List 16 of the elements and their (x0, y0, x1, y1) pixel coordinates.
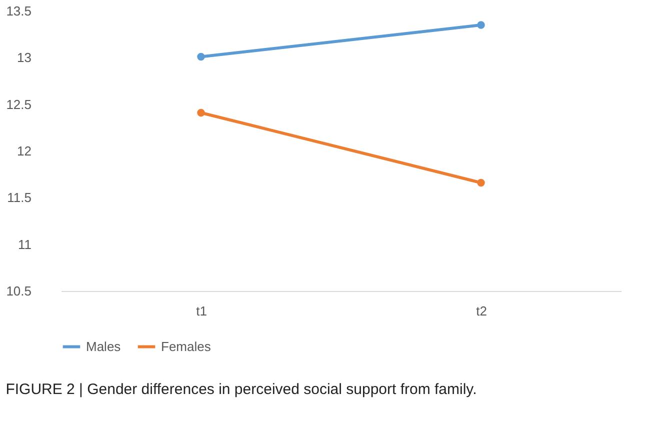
y-tick-label: 13.5 (6, 4, 32, 18)
y-tick-label: 11 (18, 236, 32, 252)
x-tick-label: t2 (476, 304, 487, 318)
y-tick-label: 10.5 (6, 284, 32, 298)
point (477, 21, 485, 29)
y-tick-label: 12.5 (6, 96, 32, 112)
y-tick-label: 13 (17, 50, 32, 66)
point (197, 108, 205, 117)
point (477, 178, 485, 187)
point (197, 52, 205, 61)
y-tick-label: 12 (17, 144, 32, 158)
legend-label: Males (86, 338, 122, 354)
x-tick-label: t1 (196, 304, 207, 318)
caption: FIGURE 2 | Gender differences in perceived social support from family. (6, 381, 477, 398)
legend-label: Females (161, 338, 212, 354)
y-tick-label: 11.5 (7, 190, 32, 206)
